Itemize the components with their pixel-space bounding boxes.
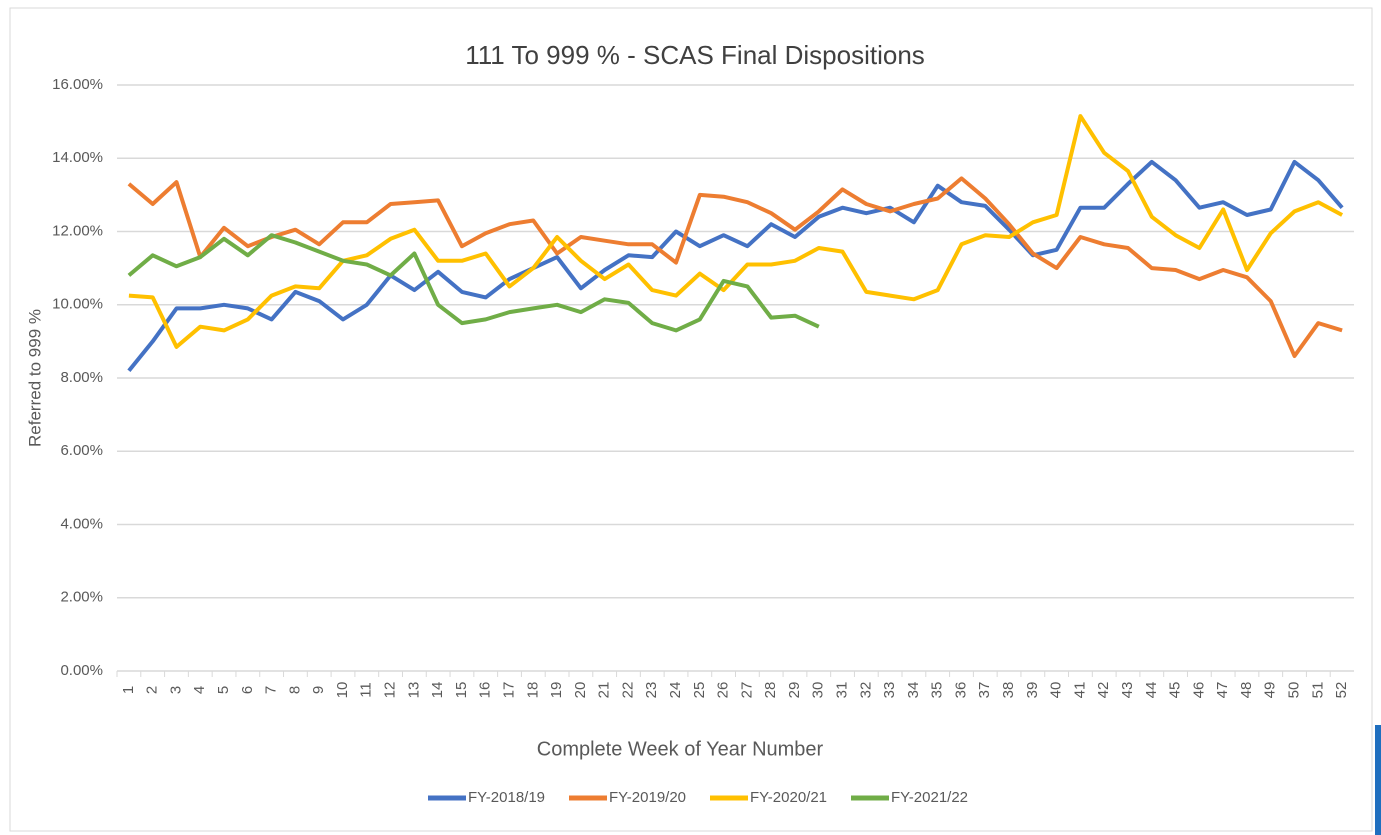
series-line: [127, 233, 820, 333]
x-tick-label: 6: [239, 686, 256, 694]
x-tick-label: 2: [144, 686, 161, 694]
x-tick-label: 31: [834, 682, 851, 699]
legend-label: FY-2018/19: [468, 789, 545, 806]
x-tick-label: 26: [715, 682, 732, 699]
x-tick-label: 43: [1119, 682, 1136, 699]
x-tick-label: 11: [358, 682, 375, 698]
y-tick-label: 16.00%: [52, 76, 103, 93]
legend-label: FY-2020/21: [750, 789, 827, 806]
x-tick-label: 39: [1024, 682, 1041, 699]
x-tick-label: 20: [572, 682, 589, 699]
x-tick-label: 17: [500, 682, 517, 699]
x-tick-label: 35: [929, 682, 946, 699]
x-tick-label: 9: [310, 686, 327, 694]
x-tick-label: 44: [1143, 682, 1160, 699]
x-tick-label: 21: [596, 682, 613, 699]
x-tick-label: 13: [405, 682, 422, 699]
x-tick-label: 22: [619, 682, 636, 699]
chart-title: 111 To 999 % - SCAS Final Dispositions: [465, 40, 925, 70]
x-tick-label: 5: [215, 686, 232, 694]
x-tick-label: 51: [1309, 682, 1326, 699]
x-tick-label: 8: [286, 686, 303, 694]
legend-label: FY-2019/20: [609, 789, 686, 806]
x-tick-label: 18: [524, 682, 541, 699]
x-tick-label: 32: [857, 682, 874, 699]
x-tick-label: 15: [453, 682, 470, 699]
y-tick-label: 10.00%: [52, 296, 103, 313]
x-tick-label: 28: [762, 682, 779, 699]
x-tick-label: 27: [738, 682, 755, 699]
x-tick-label: 37: [976, 682, 993, 699]
x-tick-label: 19: [548, 682, 565, 699]
x-tick-label: 12: [382, 682, 399, 699]
x-tick-label: 7: [263, 686, 280, 694]
x-tick-label: 41: [1071, 682, 1088, 699]
y-tick-label: 14.00%: [52, 149, 103, 166]
x-tick-label: 42: [1095, 682, 1112, 699]
edge-bar: [1375, 725, 1381, 835]
x-tick-label: 33: [881, 682, 898, 699]
x-tick-label: 50: [1285, 682, 1302, 699]
x-tick-label: 49: [1262, 682, 1279, 699]
series-line: [128, 114, 1344, 349]
x-tick-label: 45: [1167, 682, 1184, 699]
x-tick-label: 23: [643, 682, 660, 699]
x-tick-label: 1: [120, 686, 137, 694]
x-tick-label: 48: [1238, 682, 1255, 699]
x-tick-label: 24: [667, 682, 684, 699]
x-tick-label: 46: [1190, 682, 1207, 699]
x-tick-label: 36: [952, 682, 969, 699]
y-tick-label: 12.00%: [52, 222, 103, 239]
x-tick-label: 47: [1214, 682, 1231, 699]
y-tick-label: 8.00%: [60, 369, 103, 386]
x-tick-label: 34: [905, 682, 922, 699]
x-tick-label: 52: [1333, 682, 1350, 699]
x-tick-label: 29: [786, 682, 803, 699]
series-line: [127, 159, 1344, 372]
x-tick-label: 30: [810, 682, 827, 699]
x-tick-label: 10: [334, 682, 351, 699]
x-tick-label: 16: [477, 682, 494, 699]
y-tick-label: 2.00%: [60, 589, 103, 606]
y-tick-label: 4.00%: [60, 515, 103, 532]
y-tick-label: 6.00%: [60, 442, 103, 459]
x-axis-label: Complete Week of Year Number: [537, 738, 824, 760]
legend-label: FY-2021/22: [891, 789, 968, 806]
x-tick-label: 14: [429, 682, 446, 699]
y-axis-label: Referred to 999 %: [25, 309, 44, 447]
x-tick-label: 3: [167, 686, 184, 694]
x-tick-label: 25: [691, 682, 708, 699]
x-tick-label: 38: [1000, 682, 1017, 699]
y-tick-label: 0.00%: [60, 662, 103, 679]
x-tick-label: 4: [191, 686, 208, 694]
chart-frame: [9, 7, 1373, 832]
series-line: [127, 176, 1343, 358]
x-tick-label: 40: [1048, 682, 1065, 699]
